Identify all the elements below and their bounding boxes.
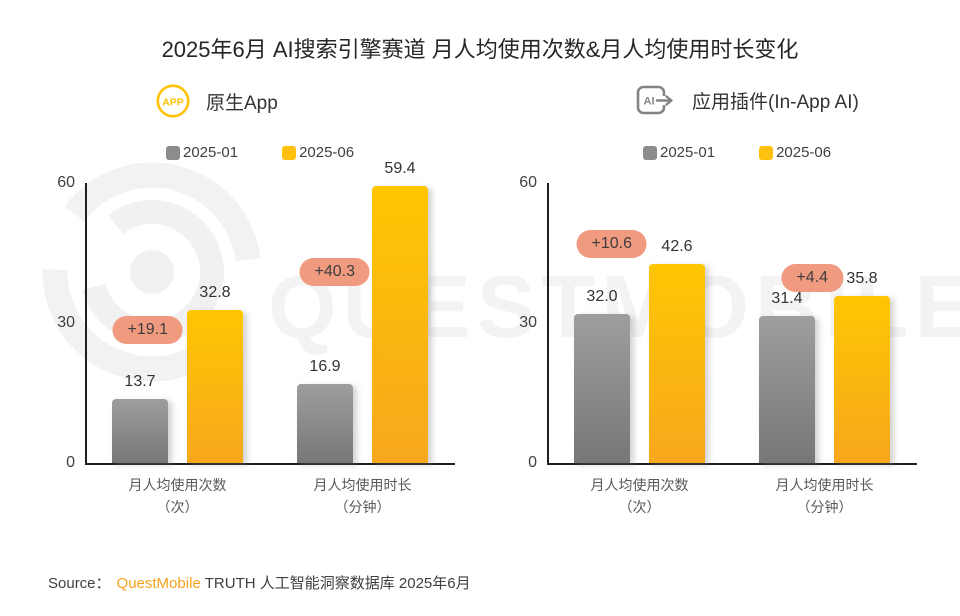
category-unit: （次）: [156, 499, 199, 515]
bar-value-label: 42.6: [661, 238, 693, 256]
y-axis-line: [85, 183, 87, 463]
legend-label: 2025-06: [299, 144, 355, 161]
y-tick-label: 0: [528, 454, 537, 471]
x-axis-line: [85, 463, 455, 465]
bar-2025-06: [187, 309, 243, 463]
legend-item-2025-06: 2025-06: [282, 144, 354, 161]
section-title-in-app-ai: 应用插件(In-App AI): [692, 91, 859, 113]
legend-label: 2025-01: [660, 144, 716, 161]
page-title: 2025年6月 AI搜索引擎赛道 月人均使用次数&月人均使用时长变化: [161, 37, 799, 62]
y-tick-label: 30: [519, 314, 537, 331]
category-name: 月人均使用次数: [128, 477, 227, 493]
questmobile-logo-watermark: [42, 162, 262, 382]
legend-swatch-yellow: [282, 145, 297, 160]
ai-icon-text: AI: [644, 96, 655, 108]
bar-value-label: 32.8: [199, 283, 231, 301]
x-category-label: 月人均使用时长 （分钟）: [740, 474, 910, 518]
in-app-ai-icon: AI: [636, 85, 673, 115]
source-line: Source： QuestMobile TRUTH 人工智能洞察数据库 2025年6…: [48, 572, 471, 593]
legend-native-app: 2025-01 2025-06: [166, 144, 354, 161]
legend-label: 2025-01: [183, 144, 239, 161]
bar-value-label: 16.9: [309, 358, 341, 376]
x-category-label: 月人均使用时长 （分钟）: [278, 474, 448, 518]
app-circle-icon: APP: [156, 84, 190, 118]
source-prefix: Source：: [48, 575, 111, 592]
app-icon-text: APP: [162, 97, 184, 109]
section-header-in-app-ai: AI 应用插件(In-App AI): [636, 84, 859, 116]
source-brand: QuestMobile: [116, 575, 201, 592]
category-name: 月人均使用时长: [313, 477, 412, 493]
legend-item-2025-01: 2025-01: [643, 144, 715, 161]
delta-badge: +40.3: [299, 257, 370, 286]
legend-swatch-yellow: [759, 145, 774, 160]
category-name: 月人均使用时长: [775, 477, 874, 493]
legend-swatch-gray: [166, 145, 180, 160]
y-tick-label: 30: [57, 314, 75, 331]
bar-2025-06: [834, 295, 890, 463]
legend-label: 2025-06: [776, 144, 832, 161]
delta-badge: +19.1: [112, 315, 183, 344]
source-suffix: TRUTH 人工智能洞察数据库 2025年6月: [204, 575, 471, 592]
bar-2025-06: [649, 264, 705, 463]
section-title-native-app: 原生App: [206, 92, 278, 114]
bar-value-label: 31.4: [771, 290, 803, 308]
category-name: 月人均使用次数: [590, 477, 689, 493]
category-unit: （分钟）: [334, 499, 391, 515]
bar-value-label: 13.7: [124, 373, 156, 391]
y-tick-label: 0: [66, 454, 75, 471]
bar-value-label: 32.0: [586, 287, 618, 305]
bar-2025-01: [297, 384, 353, 463]
bar-value-label: 59.4: [384, 159, 416, 177]
bar-2025-01: [759, 316, 815, 463]
bar-value-label: 35.8: [846, 269, 878, 287]
y-axis-line: [547, 183, 549, 463]
legend-item-2025-06: 2025-06: [759, 144, 831, 161]
y-tick-label: 60: [519, 174, 537, 191]
x-category-label: 月人均使用次数 （次）: [93, 474, 263, 518]
legend-in-app-ai: 2025-01 2025-06: [643, 144, 831, 161]
bar-2025-01: [574, 313, 630, 463]
category-unit: （次）: [618, 499, 661, 515]
x-category-label: 月人均使用次数 （次）: [555, 474, 725, 518]
x-axis-line: [547, 463, 917, 465]
bar-2025-06: [372, 185, 428, 463]
section-header-native-app: APP 原生App: [156, 84, 278, 118]
bar-2025-01: [112, 399, 168, 463]
category-unit: （分钟）: [796, 499, 853, 515]
delta-badge: +10.6: [576, 230, 647, 259]
y-tick-label: 60: [57, 174, 75, 191]
legend-swatch-gray: [643, 145, 657, 160]
legend-item-2025-01: 2025-01: [166, 144, 238, 161]
delta-badge: +4.4: [781, 263, 843, 292]
